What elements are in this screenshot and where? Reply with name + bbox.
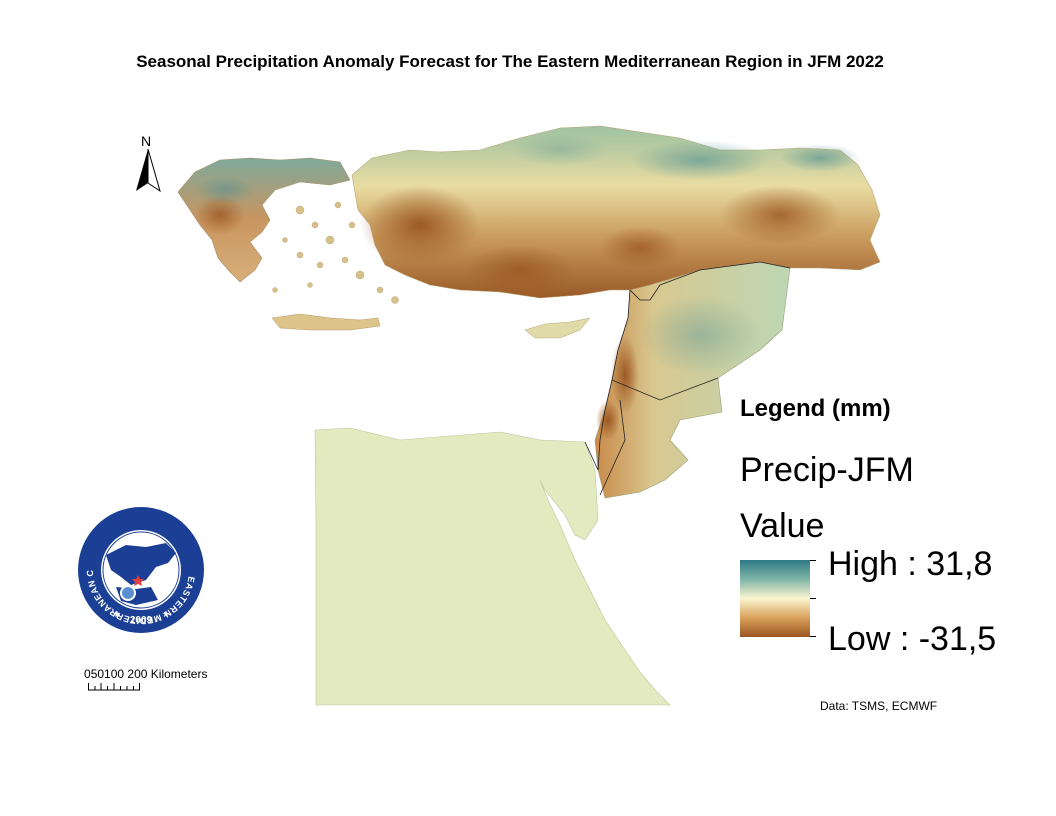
emcc-logo: EASTERN MEDITERRANEAN CLIMATE CENTRE 200… (72, 497, 206, 635)
north-arrow: N (130, 133, 166, 197)
legend-low-label: Low : -31,5 (828, 620, 997, 658)
legend-field-name: Value (740, 507, 825, 545)
legend-color-ramp (740, 560, 810, 637)
emcc-logo-icon: EASTERN MEDITERRANEAN CLIMATE CENTRE 200… (72, 497, 204, 633)
legend-layer-name: Precip-JFM (740, 451, 914, 489)
scale-label-200: 200 (127, 667, 148, 681)
scale-bar: 050100 200 Kilometers (84, 667, 208, 691)
legend-high-label: High : 31,8 (828, 545, 993, 583)
ramp-tick-mid (810, 598, 816, 599)
logo-year: 2009 (130, 615, 153, 626)
scale-unit: Kilometers (150, 667, 208, 681)
region-egypt (314, 427, 671, 706)
map-title: Seasonal Precipitation Anomaly Forecast … (136, 52, 884, 71)
scale-label-0: 0 (84, 667, 91, 681)
scale-bar-graphic (88, 683, 140, 691)
north-label: N (141, 133, 152, 149)
ramp-tick-low (810, 636, 816, 637)
ramp-tick-high (810, 560, 816, 561)
country-borders (584, 261, 791, 496)
aegean-islands (272, 201, 399, 304)
svg-text:★: ★ (162, 609, 170, 619)
region-crete (271, 313, 381, 331)
region-cyprus (524, 317, 591, 339)
scale-label-50: 50 (90, 667, 105, 681)
svg-text:★: ★ (113, 609, 121, 619)
scale-label-100: 100 (104, 667, 125, 681)
north-arrow-icon (136, 148, 161, 193)
legend-title: Legend (mm) (740, 395, 891, 422)
data-credit: Data: TSMS, ECMWF (820, 699, 938, 713)
